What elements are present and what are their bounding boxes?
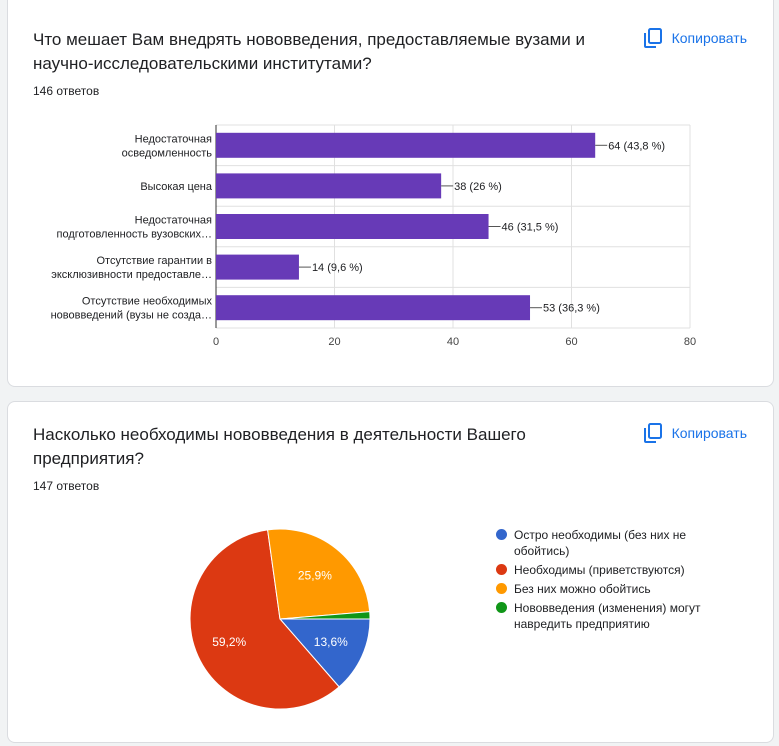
slice-label: 13,6% [314,635,348,649]
copy-label: Копировать [671,425,747,441]
bar [216,295,531,321]
legend-item: Необходимы (приветствуются) [496,562,726,578]
x-tick-label: 20 [328,336,340,348]
copy-label: Копировать [671,30,747,46]
legend-label: Без них можно обойтись [514,582,651,596]
legend-swatch [496,583,507,594]
copy-icon [643,423,662,443]
legend-swatch [496,602,507,613]
data-label: 53 (36,3 %) [543,303,600,315]
bar [216,214,489,239]
pie-legend: Остро необходимы (без них не обойтись) Не… [496,527,726,635]
slice-label: 59,2% [212,635,246,649]
legend-label: Нововведения (изменения) могут навредить… [514,601,701,631]
question-title: Насколько необходимы нововведения в деят… [33,425,526,468]
category-label: Недостаточная [135,133,212,145]
data-label: 64 (43,8 %) [608,140,665,152]
legend-label: Остро необходимы (без них не обойтись) [514,528,687,558]
pie-chart: 13,6% 59,2% 25,9% [189,528,371,710]
legend-item: Без них можно обойтись [496,581,726,597]
category-label: эксклюзивности предоставле… [51,269,212,281]
slice-label: 25,9% [298,568,332,582]
response-count: 146 ответов [33,84,100,98]
question-title: Что мешает Вам внедрять нововведения, пр… [33,30,585,73]
pie-slice [189,529,340,710]
legend-swatch [496,564,507,575]
pie-slice [278,618,371,688]
bar [216,254,299,280]
category-label: Высокая цена [140,181,213,193]
category-label: Недостаточная [135,215,212,227]
pie-slice [267,528,371,620]
response-count: 147 ответов [33,479,100,493]
category-label: осведомленность [122,147,213,159]
pie-slice [279,611,371,620]
question-card-2: Насколько необходимы нововведения в деят… [7,401,774,743]
category-label: Отсутствие гарантии в [96,255,212,267]
copy-icon [643,28,662,48]
bar-chart: 64 (43,8 %) Недостаточная осведомленность 3… [51,124,696,348]
x-tick-label: 40 [447,336,459,348]
data-label: 46 (31,5 %) [502,222,559,234]
x-tick-label: 60 [565,336,577,348]
data-label: 14 (9,6 %) [312,262,363,274]
bar [216,173,442,199]
category-label: Отсутствие необходимых [82,296,213,308]
x-tick-label: 80 [684,336,696,348]
copy-chart-button[interactable]: Копировать [643,421,747,445]
data-label: 38 (26 %) [454,181,502,193]
copy-chart-button[interactable]: Копировать [643,26,747,50]
category-label: нововведений (вузы не созда… [51,310,212,322]
question-card-1: Что мешает Вам внедрять нововведения, пр… [7,0,774,387]
legend-item: Нововведения (изменения) могут навредить… [496,600,726,632]
category-label: подготовленность вузовских… [57,229,212,241]
legend-swatch [496,529,507,540]
legend-label: Необходимы (приветствуются) [514,563,685,577]
bar [216,132,596,158]
legend-item: Остро необходимы (без них не обойтись) [496,527,726,559]
x-tick-label: 0 [213,336,219,348]
